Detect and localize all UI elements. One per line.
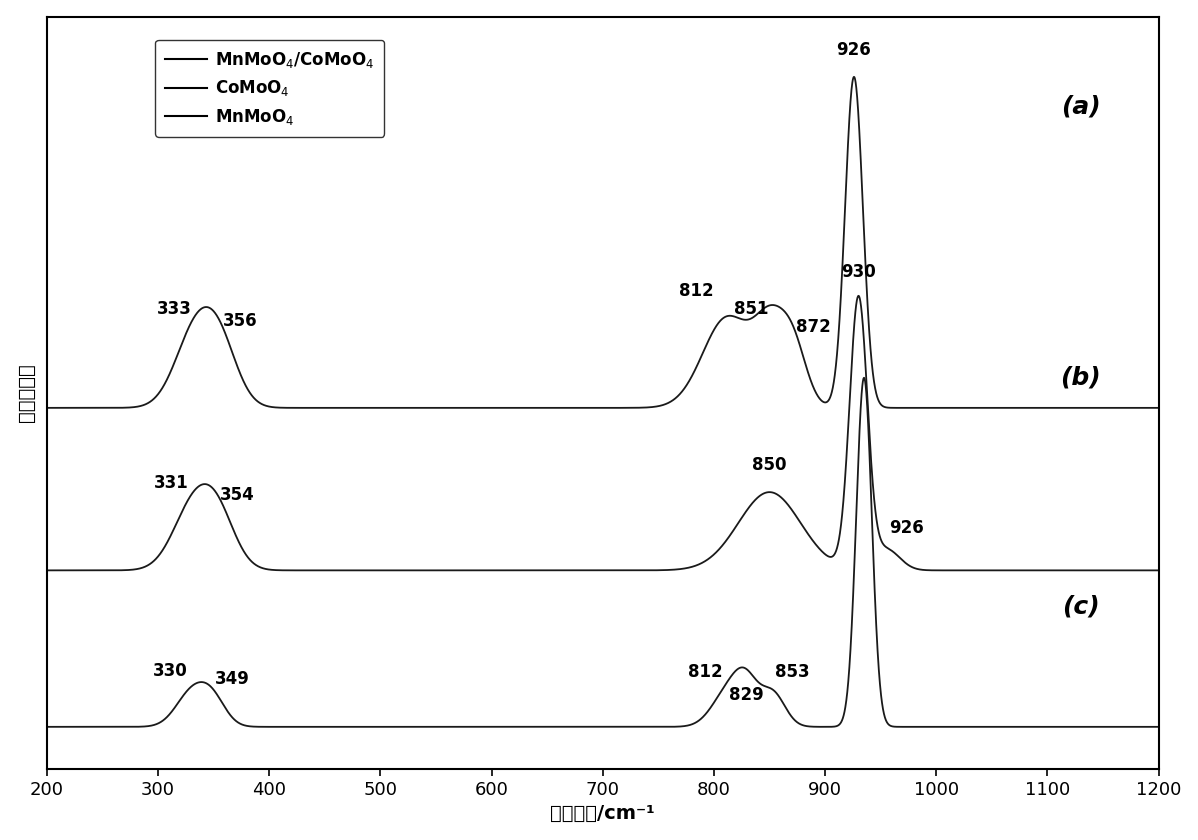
Text: 829: 829 (728, 686, 763, 704)
Text: 356: 356 (223, 312, 258, 329)
Text: 354: 354 (220, 486, 255, 504)
Text: 850: 850 (752, 456, 787, 474)
Text: 851: 851 (734, 300, 768, 318)
Text: (a): (a) (1061, 95, 1101, 119)
Text: 331: 331 (155, 474, 189, 492)
Text: (b): (b) (1060, 365, 1101, 390)
Text: 349: 349 (214, 669, 249, 688)
Text: 930: 930 (841, 264, 876, 281)
Text: 333: 333 (157, 300, 192, 318)
Text: 853: 853 (775, 663, 810, 680)
Text: (c): (c) (1061, 595, 1100, 618)
Text: 872: 872 (797, 318, 831, 336)
Legend: MnMoO$_4$/CoMoO$_4$, CoMoO$_4$, MnMoO$_4$: MnMoO$_4$/CoMoO$_4$, CoMoO$_4$, MnMoO$_4… (156, 40, 385, 137)
Text: 812: 812 (688, 663, 722, 680)
Y-axis label: 拉曼峰强度: 拉曼峰强度 (17, 364, 36, 423)
X-axis label: 拉曼位移/cm⁻¹: 拉曼位移/cm⁻¹ (550, 805, 655, 823)
Text: 926: 926 (836, 41, 871, 59)
Text: 812: 812 (679, 281, 714, 300)
Text: 330: 330 (153, 662, 188, 680)
Text: 926: 926 (890, 519, 925, 538)
